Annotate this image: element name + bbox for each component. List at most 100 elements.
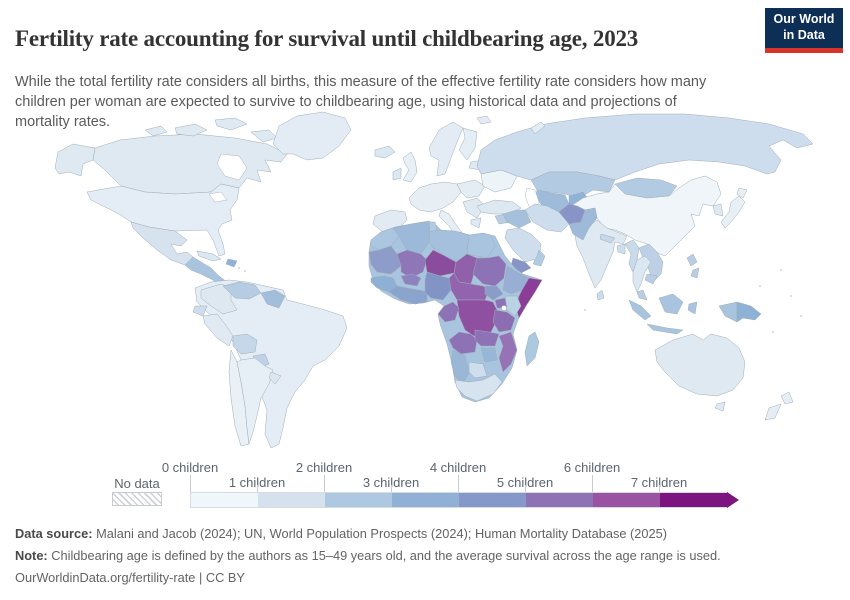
canada-arctic-island[interactable] <box>175 124 207 136</box>
country-oman[interactable] <box>533 250 545 266</box>
page-title: Fertility rate accounting for survival u… <box>15 26 639 52</box>
country-mexico[interactable] <box>131 222 193 265</box>
country-egypt[interactable] <box>467 233 495 258</box>
country-south-africa[interactable] <box>455 374 502 401</box>
indonesia-sulawesi[interactable] <box>688 302 697 314</box>
legend-no-data-swatch[interactable] <box>112 492 162 506</box>
region-central-europe[interactable] <box>457 180 485 198</box>
legend-band[interactable] <box>660 493 727 507</box>
legend-tick <box>190 475 191 492</box>
country-mali[interactable] <box>397 250 427 278</box>
nz-north-island[interactable] <box>781 392 793 404</box>
country-greece[interactable] <box>471 218 481 228</box>
legend-tick <box>659 485 660 492</box>
owid-logo-line2: in Data <box>783 28 825 42</box>
country-sudan[interactable] <box>473 256 506 286</box>
country-thailand[interactable] <box>633 256 651 292</box>
indonesia-java[interactable] <box>647 324 683 334</box>
country-argentina[interactable] <box>237 358 273 444</box>
svalbard <box>477 116 491 124</box>
country-south-sudan[interactable] <box>485 286 503 300</box>
country-somalia[interactable] <box>516 278 542 318</box>
chart-footer: Data source: Malani and Jacob (2024); UN… <box>15 523 835 589</box>
country-botswana[interactable] <box>469 362 487 378</box>
url-separator: | <box>195 570 206 585</box>
country-philippines[interactable] <box>687 254 697 266</box>
country-iraq[interactable] <box>503 210 531 228</box>
country-cambodia[interactable] <box>645 274 657 284</box>
note-label: Note: <box>15 548 48 563</box>
australia-tasmania[interactable] <box>715 402 725 411</box>
hudson-bay <box>217 154 247 180</box>
legend-band[interactable] <box>258 493 325 507</box>
country-venezuela[interactable] <box>223 282 261 299</box>
country-bangladesh[interactable] <box>617 244 625 254</box>
country-uruguay[interactable] <box>269 372 281 384</box>
legend-color-bar <box>190 492 728 508</box>
region-scandinavia[interactable] <box>429 122 463 176</box>
country-saudi-arabia[interactable] <box>505 228 541 262</box>
legend-tick-label: 5 children <box>496 475 554 490</box>
country-russia[interactable] <box>477 114 813 180</box>
legend-arrow <box>727 492 739 508</box>
legend-band[interactable] <box>593 493 660 507</box>
country-ireland[interactable] <box>393 168 401 180</box>
country-philippines[interactable] <box>691 268 699 278</box>
country-alaska[interactable] <box>55 144 95 176</box>
legend-tick <box>525 485 526 492</box>
small-island-dots <box>238 267 802 333</box>
country-uk[interactable] <box>403 152 417 182</box>
japan-hokkaido[interactable] <box>737 188 747 198</box>
country-angola[interactable] <box>449 332 477 354</box>
country-cuba[interactable] <box>197 251 221 261</box>
country-india[interactable] <box>575 220 627 288</box>
region-hispaniola[interactable] <box>226 259 237 267</box>
country-sri-lanka[interactable] <box>597 290 604 300</box>
country-burkina-faso[interactable] <box>401 274 421 286</box>
country-colombia[interactable] <box>201 284 237 314</box>
country-canada[interactable] <box>93 134 287 194</box>
region-korea[interactable] <box>713 204 723 216</box>
legend-tick <box>257 485 258 492</box>
legend-band[interactable] <box>191 493 258 507</box>
country-zambia[interactable] <box>475 330 499 346</box>
legend-band[interactable] <box>459 493 526 507</box>
country-finland[interactable] <box>459 128 477 160</box>
country-pakistan[interactable] <box>569 208 597 240</box>
legend-band[interactable] <box>392 493 459 507</box>
country-mozambique[interactable] <box>499 332 517 372</box>
country-morocco[interactable] <box>371 228 399 250</box>
country-ecuador[interactable] <box>193 306 207 316</box>
owid-logo[interactable]: Our World in Data <box>765 8 843 53</box>
country-malaysia[interactable] <box>637 290 647 300</box>
data-source-label: Data source: <box>15 526 93 541</box>
canada-arctic-island[interactable] <box>251 130 277 142</box>
indonesia-sumatra[interactable] <box>629 300 651 320</box>
country-peru[interactable] <box>203 314 233 346</box>
country-zimbabwe[interactable] <box>481 348 497 362</box>
canada-arctic-island[interactable] <box>215 118 247 130</box>
legend-band[interactable] <box>526 493 593 507</box>
country-iceland[interactable] <box>375 146 395 158</box>
country-papua-new-guinea[interactable] <box>737 302 761 322</box>
country-kazakhstan[interactable] <box>531 172 615 198</box>
nz-south-island[interactable] <box>765 404 781 420</box>
indonesia-papua[interactable] <box>719 302 737 322</box>
country-bolivia[interactable] <box>233 334 257 354</box>
region-gabon-congo[interactable] <box>438 302 459 322</box>
country-greenland[interactable] <box>273 112 351 160</box>
region-guyanas[interactable] <box>261 290 285 308</box>
country-nepal[interactable] <box>600 234 615 243</box>
country-usa[interactable] <box>87 184 239 256</box>
region-west-europe[interactable] <box>409 182 461 212</box>
country-tanzania[interactable] <box>493 310 515 332</box>
country-ethiopia[interactable] <box>503 266 529 294</box>
legend-band[interactable] <box>325 493 392 507</box>
country-japan[interactable] <box>721 196 745 228</box>
country-australia[interactable] <box>655 334 745 396</box>
canada-arctic-island[interactable] <box>145 126 167 136</box>
indonesia-borneo[interactable] <box>659 294 683 314</box>
legend-tick-label: 7 children <box>630 475 688 490</box>
country-madagascar[interactable] <box>525 332 539 366</box>
